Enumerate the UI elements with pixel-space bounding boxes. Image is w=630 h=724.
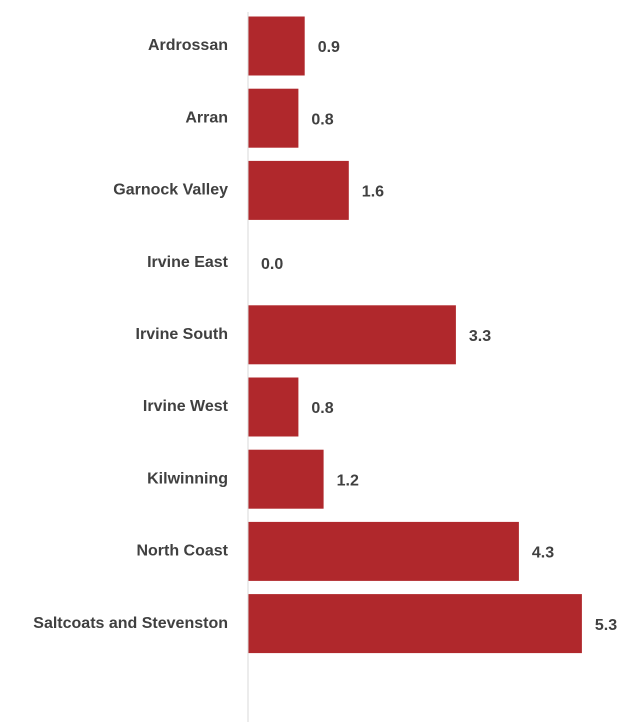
data-label: 1.6 — [362, 184, 384, 201]
category-label: Irvine East — [147, 254, 229, 271]
category-label: Ardrossan — [148, 37, 228, 54]
category-label: Kilwinning — [147, 470, 228, 487]
bar-arran — [248, 88, 299, 148]
category-label: Irvine West — [143, 398, 229, 415]
category-label: Saltcoats and Stevenston — [33, 615, 228, 632]
bar-garnock-valley — [248, 160, 349, 220]
labels-layer: Ardrossan 0.9 Arran 0.8 Garnock Valley 1.6 Irv… — [33, 37, 617, 634]
bar-irvine-south — [248, 305, 456, 365]
bar-ardrossan — [248, 16, 305, 76]
bars-layer — [248, 16, 582, 654]
data-label: 0.0 — [261, 256, 283, 273]
data-label: 0.9 — [318, 39, 340, 56]
category-label: Arran — [185, 109, 228, 126]
bar-saltcoats-and-stevenston — [248, 594, 582, 654]
bar-kilwinning — [248, 449, 324, 509]
category-label: Garnock Valley — [113, 182, 228, 199]
category-label: North Coast — [136, 543, 228, 560]
data-label: 0.8 — [311, 400, 333, 417]
bar-irvine-west — [248, 377, 299, 437]
data-label: 0.8 — [311, 111, 333, 128]
bar-north-coast — [248, 521, 519, 581]
data-label: 5.3 — [595, 617, 617, 634]
category-label: Irvine South — [136, 326, 228, 343]
data-label: 4.3 — [532, 545, 554, 562]
data-label: 1.2 — [337, 472, 359, 489]
data-label: 3.3 — [469, 328, 491, 345]
